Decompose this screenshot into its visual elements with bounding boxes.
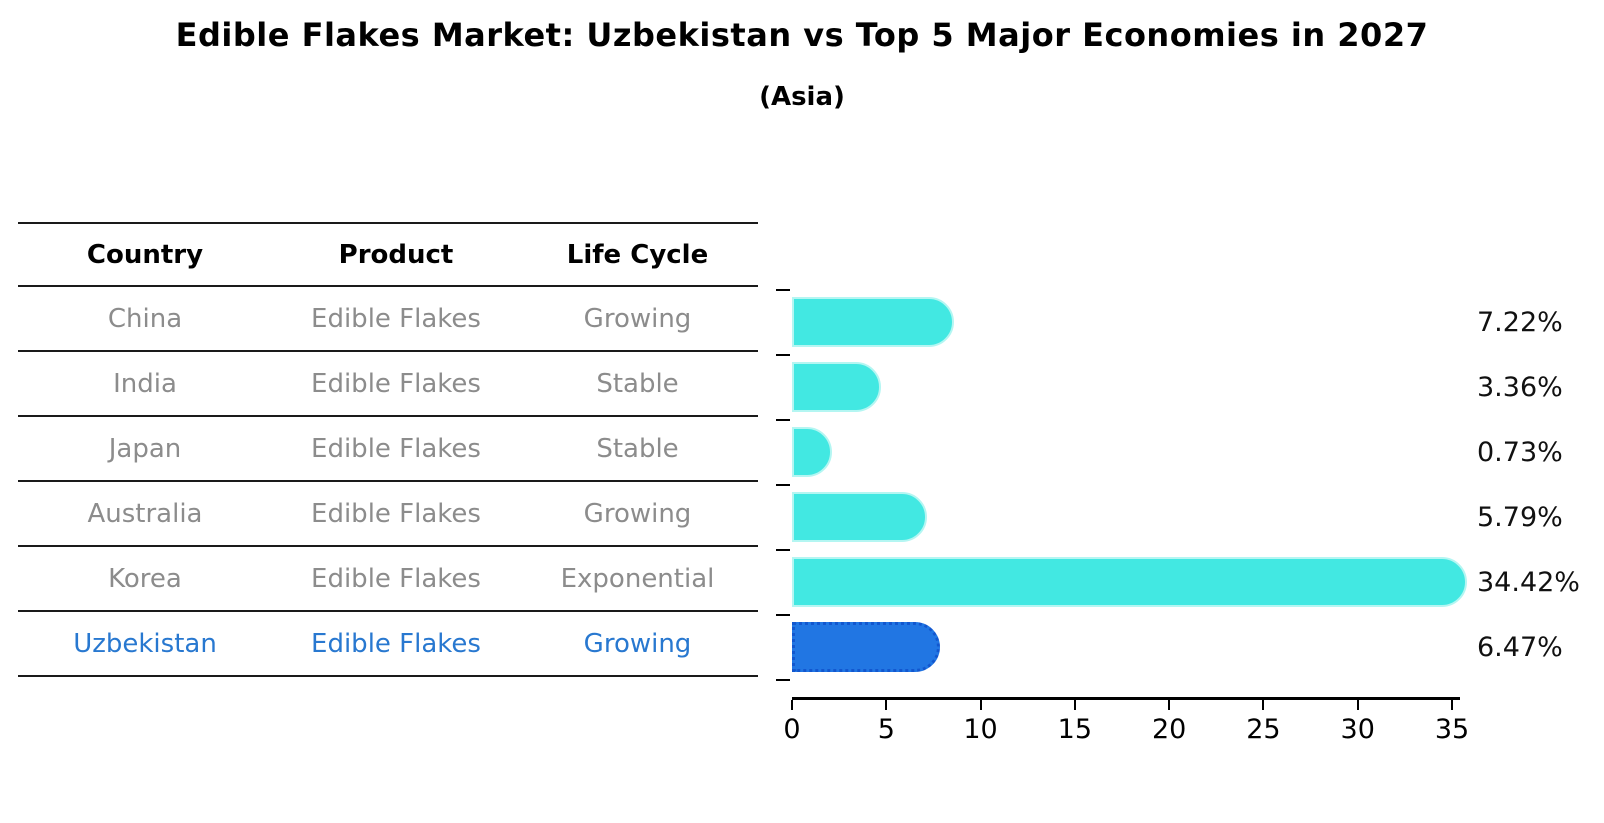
column-header-product: Product — [338, 239, 454, 270]
value-label-australia: 5.79% — [1477, 501, 1563, 533]
x-tick-label: 5 — [877, 714, 895, 745]
table-row: Korea Edible Flakes Exponential — [18, 547, 758, 612]
y-tick-mark — [776, 354, 790, 356]
life-cycle-cell: Exponential — [560, 563, 715, 594]
y-tick-mark — [776, 549, 790, 551]
product-cell: Edible Flakes — [311, 368, 481, 399]
bar-australia — [792, 492, 928, 542]
life-cycle-cell: Growing — [583, 498, 692, 529]
life-cycle-cell: Stable — [596, 368, 679, 399]
country-cell: Uzbekistan — [73, 628, 217, 659]
x-tick-mark — [791, 700, 793, 710]
x-tick-mark — [1451, 700, 1453, 710]
table-row: China Edible Flakes Growing — [18, 287, 758, 352]
product-cell: Edible Flakes — [311, 303, 481, 334]
x-tick-mark — [1073, 700, 1076, 710]
y-tick-mark — [776, 289, 790, 291]
x-tick-mark — [1168, 700, 1171, 710]
table-row: Australia Edible Flakes Growing — [18, 482, 758, 547]
value-label-korea: 34.42% — [1477, 566, 1580, 598]
x-axis-line — [792, 697, 1460, 700]
life-cycle-cell: Growing — [583, 303, 692, 334]
y-tick-mark — [776, 614, 790, 616]
bar-china — [792, 297, 955, 347]
country-cell: Japan — [108, 433, 182, 464]
value-label-japan: 0.73% — [1477, 436, 1563, 468]
chart-title: Edible Flakes Market: Uzbekistan vs Top … — [175, 16, 1429, 54]
value-label-india: 3.36% — [1477, 371, 1563, 403]
bar-japan — [792, 427, 832, 477]
table-row-uzbekistan: Uzbekistan Edible Flakes Growing — [18, 612, 758, 677]
value-label-uzbekistan: 6.47% — [1477, 631, 1563, 663]
x-tick-label: 35 — [1434, 714, 1470, 745]
y-tick-mark — [776, 419, 790, 421]
table-header-row: Country Product Life Cycle — [18, 222, 758, 287]
life-cycle-cell: Stable — [596, 433, 679, 464]
country-cell: Korea — [108, 563, 182, 594]
x-tick-label: 25 — [1246, 714, 1281, 745]
product-cell: Edible Flakes — [311, 433, 481, 464]
country-cell: Australia — [87, 498, 203, 529]
x-tick-mark — [1262, 700, 1265, 710]
product-cell: Edible Flakes — [311, 563, 481, 594]
product-cell: Edible Flakes — [311, 628, 481, 659]
y-tick-mark — [776, 484, 790, 486]
x-tick-mark — [885, 700, 888, 710]
column-header-life-cycle: Life Cycle — [566, 239, 709, 270]
bar-india — [792, 362, 882, 412]
product-cell: Edible Flakes — [311, 498, 481, 529]
column-header-country: Country — [86, 239, 204, 270]
country-table: Country Product Life Cycle China Edible … — [18, 222, 758, 677]
bar-uzbekistan — [792, 622, 940, 672]
bar-korea — [792, 557, 1468, 607]
x-tick-label: 10 — [963, 714, 998, 745]
x-tick-label: 20 — [1151, 714, 1187, 745]
y-tick-mark — [776, 679, 790, 681]
x-tick-mark — [979, 700, 982, 710]
value-label-china: 7.22% — [1477, 306, 1563, 338]
life-cycle-cell: Growing — [583, 628, 692, 659]
x-tick-label: 30 — [1340, 714, 1375, 745]
table-row: Japan Edible Flakes Stable — [18, 417, 758, 482]
x-tick-label: 15 — [1057, 714, 1093, 745]
bar-chart: 0 5 10 15 20 25 30 35 — [776, 289, 1469, 750]
x-tick-mark — [1356, 700, 1359, 710]
chart-subtitle: (Asia) — [759, 82, 845, 112]
table-row: India Edible Flakes Stable — [18, 352, 758, 417]
country-cell: India — [113, 368, 177, 399]
country-cell: China — [107, 303, 183, 334]
x-tick-label: 0 — [783, 714, 801, 745]
